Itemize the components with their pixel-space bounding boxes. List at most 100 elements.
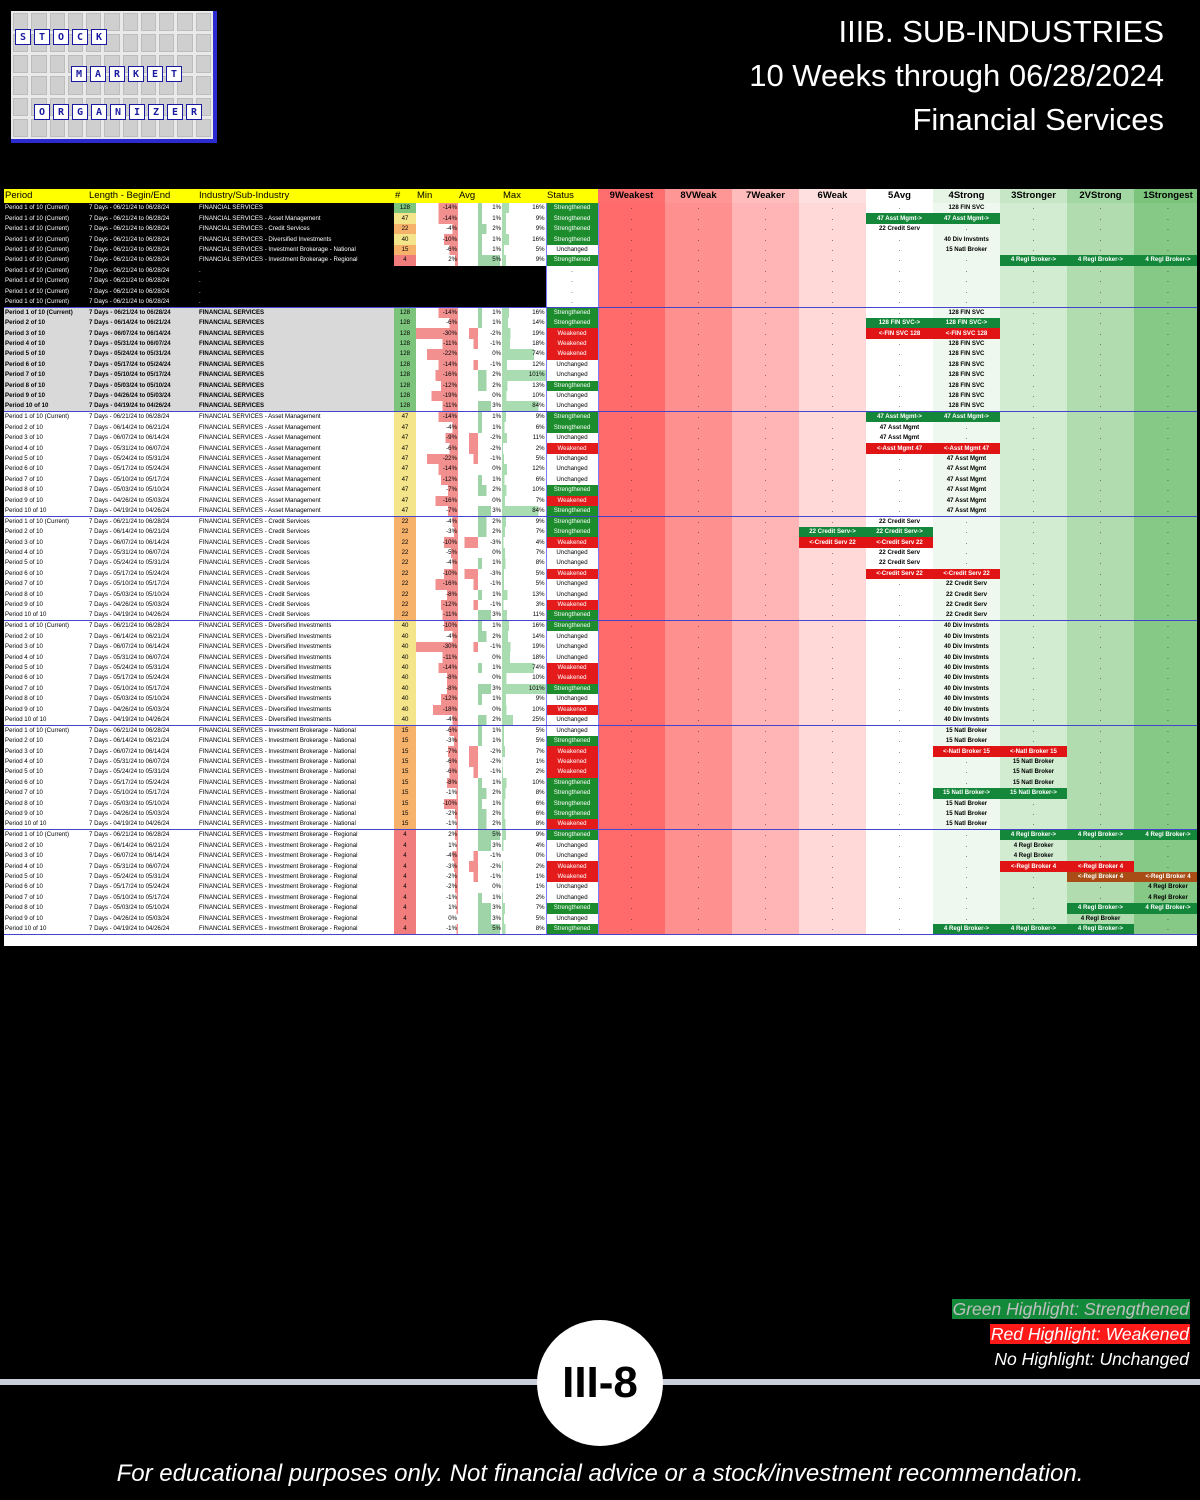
- zone-cell: .: [598, 913, 665, 924]
- zone-cell: .: [1000, 485, 1067, 496]
- zone-cell: 128 FIN SVC->: [933, 317, 1000, 329]
- zone-cell: .: [598, 641, 665, 653]
- min-cell: -14%: [416, 213, 458, 224]
- date-range-cell: 7 Days - 06/21/24 to 06/28/24: [88, 244, 198, 256]
- zone-cell: .: [866, 923, 933, 935]
- zone-cell: .: [799, 485, 866, 496]
- logo-letter: I: [129, 104, 145, 120]
- zone-cell: .: [598, 809, 665, 820]
- industry-cell: FINANCIAL SERVICES - Asset Management: [198, 474, 394, 486]
- zone-cell: .: [1067, 411, 1134, 423]
- count-cell: 47: [394, 485, 416, 496]
- status-badge: .: [545, 265, 599, 277]
- zone-cell: .: [598, 568, 665, 580]
- min-cell: -1%: [416, 892, 458, 904]
- zone-cell: .: [598, 558, 665, 569]
- empty-cell: [458, 296, 502, 308]
- zone-cell: 15 Natl Broker: [1000, 756, 1067, 768]
- status-badge: Strengthened: [545, 526, 599, 538]
- zone-cell: .: [799, 714, 866, 726]
- industry-cell: FINANCIAL SERVICES - Credit Services: [198, 223, 394, 235]
- logo-tile: [122, 13, 138, 32]
- zone-cell: 47 Asst Mgmt: [933, 464, 1000, 475]
- period-cell: Period 3 of 10: [4, 641, 88, 653]
- period-cell: Period 1 of 10 (Current): [4, 244, 88, 256]
- status-badge: Weakened: [545, 537, 599, 548]
- table-row: Period 2 of 10 7 Days - 06/14/24 to 06/21…: [4, 735, 1197, 747]
- zone-cell: .: [933, 756, 1000, 768]
- table-row: Period 5 of 10 7 Days - 05/24/24 to 05/31…: [4, 871, 1197, 883]
- industry-cell: FINANCIAL SERVICES - Asset Management: [198, 432, 394, 444]
- table-row: Period 9 of 10 7 Days - 04/26/24 to 05/03…: [4, 600, 1197, 611]
- max-cell: 7%: [502, 495, 546, 506]
- count-cell: 4: [394, 892, 416, 904]
- zone-cell: .: [1000, 714, 1067, 726]
- count-cell: 47: [394, 432, 416, 444]
- zone-cell: .: [799, 370, 866, 381]
- zone-cell: .: [598, 526, 665, 538]
- zone-cell: .: [665, 495, 732, 506]
- table-row: Period 1 of 10 (Current) 7 Days - 06/21/2…: [4, 411, 1197, 423]
- zone-cell: .: [799, 610, 866, 622]
- zone-cell: .: [665, 809, 732, 820]
- min-cell: -16%: [416, 495, 458, 506]
- zone-cell: .: [665, 673, 732, 684]
- zone-cell: .: [1134, 725, 1197, 736]
- table-row: Period 5 of 10 7 Days - 05/24/24 to 05/31…: [4, 349, 1197, 360]
- zone-cell: .: [1067, 328, 1134, 339]
- table-row: Period 9 of 10 7 Days - 04/26/24 to 05/03…: [4, 809, 1197, 820]
- status-badge: Strengthened: [545, 923, 599, 935]
- period-cell: Period 4 of 10: [4, 861, 88, 872]
- zone-cell: .: [665, 558, 732, 569]
- status-badge: Weakened: [545, 819, 599, 831]
- zone-cell: .: [732, 610, 799, 622]
- date-range-cell: 7 Days - 05/24/24 to 05/31/24: [88, 662, 198, 674]
- avg-cell: 2%: [458, 485, 502, 496]
- zone-cell: .: [598, 777, 665, 789]
- min-cell: 2%: [416, 255, 458, 266]
- count-cell: 47: [394, 505, 416, 517]
- industry-cell: FINANCIAL SERVICES - Credit Services: [198, 568, 394, 580]
- period-cell: Period 1 of 10 (Current): [4, 255, 88, 266]
- period-cell: Period 2 of 10: [4, 840, 88, 851]
- zone-cell: .: [933, 516, 1000, 527]
- zone-cell: .: [732, 829, 799, 841]
- zone-cell: .: [665, 829, 732, 841]
- status-badge: Unchanged: [545, 850, 599, 862]
- zone-cell: .: [1000, 662, 1067, 674]
- zone-cell: .: [1067, 704, 1134, 715]
- count-cell: 15: [394, 788, 416, 799]
- period-cell: Period 6 of 10: [4, 777, 88, 789]
- zone-cell: .: [1134, 756, 1197, 768]
- table-row: Period 6 of 10 7 Days - 05/17/24 to 05/24…: [4, 464, 1197, 475]
- zone-cell: .: [799, 788, 866, 799]
- table-row: Period 1 of 10 (Current) 7 Days - 06/21/2…: [4, 223, 1197, 235]
- zone-cell: 4 Regl Broker->: [1134, 255, 1197, 266]
- status-badge: Unchanged: [545, 882, 599, 893]
- date-range-cell: 7 Days - 04/19/24 to 04/26/24: [88, 610, 198, 622]
- date-range-cell: 7 Days - 06/14/24 to 06/21/24: [88, 526, 198, 538]
- zone-cell: .: [933, 286, 1000, 297]
- zone-cell: .: [1067, 349, 1134, 360]
- zone-cell: .: [866, 777, 933, 789]
- table-row: Period 8 of 10 7 Days - 05/03/24 to 05/10…: [4, 380, 1197, 391]
- zone-cell: .: [1134, 913, 1197, 924]
- industry-cell: FINANCIAL SERVICES: [198, 391, 394, 402]
- zone-cell: 4 Regl Broker->: [1134, 829, 1197, 841]
- zone-cell: .: [799, 317, 866, 329]
- avg-cell: 1%: [458, 307, 502, 318]
- industry-cell: FINANCIAL SERVICES - Investment Brokerag…: [198, 746, 394, 757]
- zone-cell: .: [732, 662, 799, 674]
- zone-cell: .: [665, 882, 732, 893]
- min-cell: -2%: [416, 809, 458, 820]
- table-row: Period 3 of 10 7 Days - 06/07/24 to 06/14…: [4, 328, 1197, 339]
- zone-cell: .: [1067, 203, 1134, 214]
- zone-cell: .: [665, 819, 732, 831]
- min-cell: -5%: [416, 547, 458, 559]
- zone-cell: .: [665, 547, 732, 559]
- zone-cell: .: [598, 244, 665, 256]
- logo-letter: C: [72, 29, 88, 45]
